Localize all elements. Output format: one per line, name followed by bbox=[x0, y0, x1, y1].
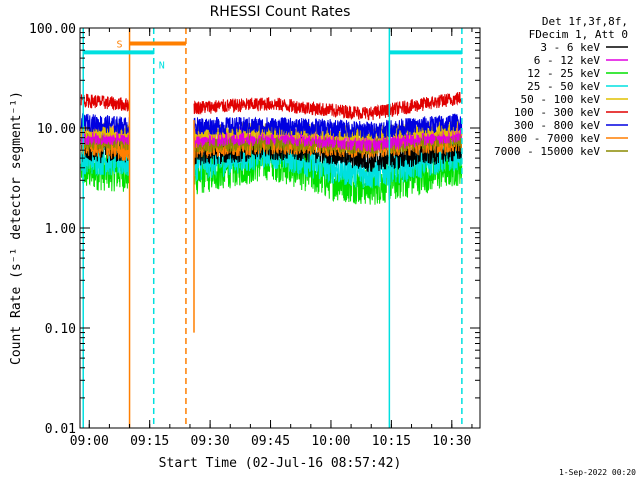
legend-entry-label: 6 - 12 keV bbox=[534, 54, 601, 67]
data-series-layer bbox=[80, 91, 463, 333]
legend-header: FDecim 1, Att 0 bbox=[529, 28, 628, 41]
series-trace bbox=[193, 113, 463, 139]
chart-title: RHESSI Count Rates bbox=[210, 4, 351, 20]
x-tick-label: 09:00 bbox=[70, 434, 109, 449]
x-tick-label: 09:45 bbox=[251, 434, 290, 449]
legend-entry-label: 12 - 25 keV bbox=[527, 67, 600, 80]
legend-entry-label: 300 - 800 keV bbox=[514, 119, 600, 132]
legend-header: Det 1f,3f,8f, bbox=[542, 15, 628, 28]
y-tick-label: 10.00 bbox=[37, 122, 76, 137]
vertical-marker-layer bbox=[82, 28, 463, 428]
legend-entry-label: 800 - 7000 keV bbox=[507, 132, 600, 145]
legend-entry-label: 3 - 6 keV bbox=[540, 41, 600, 54]
y-tick-label: 0.10 bbox=[45, 322, 76, 337]
flag-bar-layer: SN bbox=[83, 39, 462, 71]
flag-label: N bbox=[159, 60, 165, 71]
footer-date: 1-Sep-2022 00:20 bbox=[559, 468, 636, 477]
y-tick-label: 0.01 bbox=[45, 422, 76, 437]
flag-label: S bbox=[117, 39, 123, 50]
x-tick-label: 09:30 bbox=[191, 434, 230, 449]
y-tick-label: 100.00 bbox=[29, 22, 76, 37]
x-tick-label: 10:15 bbox=[372, 434, 411, 449]
series-trace bbox=[80, 93, 130, 112]
y-tick-label: 1.00 bbox=[45, 222, 76, 237]
series-trace bbox=[193, 91, 463, 121]
legend-entry-label: 50 - 100 keV bbox=[521, 93, 601, 106]
x-axis-label: Start Time (02-Jul-16 08:57:42) bbox=[159, 456, 402, 471]
x-tick-label: 09:15 bbox=[130, 434, 169, 449]
x-tick-label: 10:30 bbox=[432, 434, 471, 449]
series-trace bbox=[80, 111, 130, 135]
x-tick-label: 10:00 bbox=[311, 434, 350, 449]
y-axis-label: Count Rate (s⁻¹ detector segment⁻¹) bbox=[9, 91, 24, 365]
axes-layer: 09:00 09:15 09:30 09:45 10:00 10:15 10:30 0.01 0… bbox=[29, 22, 480, 449]
legend-entry-label: 7000 - 15000 keV bbox=[494, 145, 600, 158]
legend-entry-label: 25 - 50 keV bbox=[527, 80, 600, 93]
series-trace bbox=[193, 122, 463, 153]
plot-frame bbox=[79, 27, 481, 429]
legend-entry-label: 100 - 300 keV bbox=[514, 106, 600, 119]
